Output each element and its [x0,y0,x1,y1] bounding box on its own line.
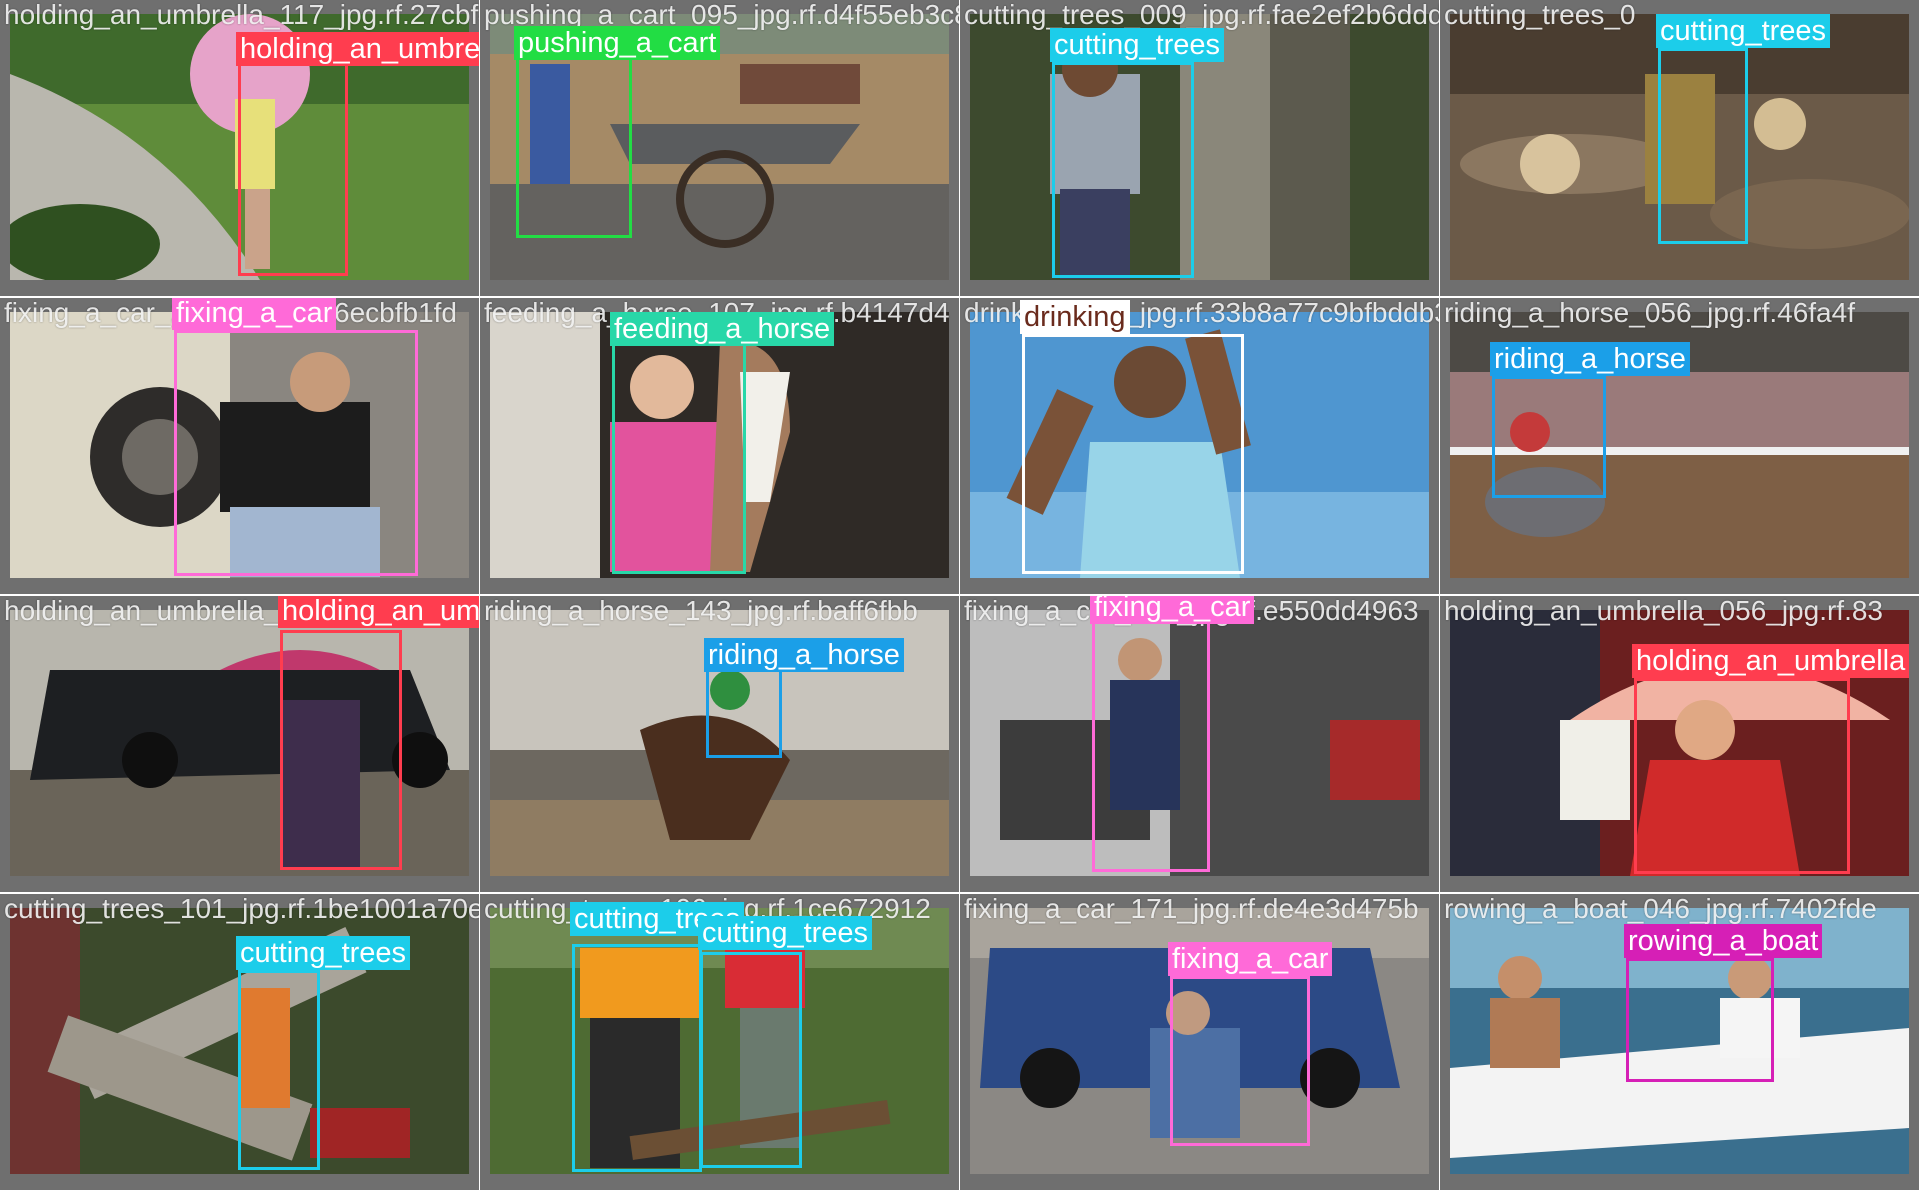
tile-riding-a-horse: riding_a_horse_143_jpg.rf.baff6fbb ridin… [480,596,959,892]
class-label: rowing_a_boat [1624,924,1823,958]
tile-feeding-a-horse: feeding_a_horse_107_jpg.rf.b4147d4 feedi… [480,298,959,594]
tile-cutting-trees: cutting_trees_009_jpg.rf.fae2ef2b6ddd445… [960,0,1439,296]
photo-scene [1450,908,1909,1174]
class-label: holding_an_umbrella [278,596,479,628]
filename-caption: riding_a_horse_056_jpg.rf.46fa4f [1444,298,1855,328]
tile-holding-an-umbrella: holding_an_umbrella_056_jpg.rf.83 holdin… [1440,596,1919,892]
photo-scene [490,312,949,578]
bounding-box [516,54,632,238]
filename-caption: pushing_a_cart_095_jpg.rf.d4f55eb3c8339d… [484,0,959,30]
class-label: pushing_a_cart [514,26,721,60]
class-label: feeding_a_horse [610,312,835,346]
filename-caption: rowing_a_boat_046_jpg.rf.7402fde [1444,894,1877,924]
bounding-box [238,54,348,276]
photo [1450,14,1909,280]
bounding-box [174,330,418,576]
class-label: holding_an_umbrella [1632,644,1910,678]
tile-fixing-a-car: fixing_a_car_083_jpg.rf.e550dd4963 fixin… [960,596,1439,892]
tile-drinking: drinking_030_jpg.rf.33b8a77c9bfbddb38 dr… [960,298,1439,594]
tile-cutting-trees: cutting_trees_101_jpg.rf.1be1001a70e7f c… [0,894,479,1190]
photo-scene [970,610,1429,876]
bounding-box [1092,616,1210,872]
photo [1450,908,1909,1174]
photo-scene [490,610,949,876]
photo-scene [1450,14,1909,280]
bounding-box [706,664,782,758]
bounding-box [700,952,802,1168]
class-label: drinking [1020,300,1130,334]
class-label: cutting_trees [236,936,411,970]
tile-holding-an-umbrella: holding_an_umbrella_187_jpg.rf.c7 holdin… [0,596,479,892]
photo [970,312,1429,578]
class-label: cutting_trees [1656,14,1831,48]
tile-riding-a-horse: riding_a_horse_056_jpg.rf.46fa4f riding_… [1440,298,1919,594]
photo [490,610,949,876]
bounding-box [280,630,402,870]
photo [970,610,1429,876]
filename-caption: riding_a_horse_143_jpg.rf.baff6fbb [484,596,918,626]
bounding-box [1022,334,1244,574]
class-label: riding_a_horse [704,638,904,672]
bounding-box [612,338,746,574]
class-label: riding_a_horse [1490,342,1690,376]
bounding-box [1626,958,1774,1082]
class-label: holding_an_umbrella [236,32,479,66]
photo [490,312,949,578]
class-label: fixing_a_car [172,298,337,330]
bounding-box [1170,976,1310,1146]
class-label: cutting_trees [698,916,873,950]
filename-caption: holding_an_umbrella_117_jpg.rf.27cbf4b5f… [4,0,479,30]
bounding-box [1052,62,1194,278]
tile-rowing-a-boat: rowing_a_boat_046_jpg.rf.7402fde rowing_… [1440,894,1919,1190]
filename-caption: fixing_a_car_171_jpg.rf.de4e3d475b [964,894,1419,924]
bounding-box [1492,376,1606,498]
photo [10,610,469,876]
photo-scene [10,610,469,876]
tile-cutting-trees: cutting_trees_0 cutting_trees [1440,0,1919,296]
tile-fixing-a-car: fixing_a_car_171_jpg.rf.de4e3d475b fixin… [960,894,1439,1190]
tile-holding-an-umbrella: holding_an_umbrella_117_jpg.rf.27cbf4b5f… [0,0,479,296]
bounding-box [238,970,320,1170]
filename-caption: cutting_trees_0 [1444,0,1636,30]
filename-caption: cutting_trees_009_jpg.rf.fae2ef2b6ddd445 [964,0,1439,30]
class-label: fixing_a_car [1090,596,1255,624]
class-label: fixing_a_car [1168,942,1333,976]
bounding-box [1634,678,1850,874]
photo-scene [970,312,1429,578]
bounding-box [572,944,702,1172]
bounding-box [1658,48,1748,244]
tile-pushing-a-cart: pushing_a_cart_095_jpg.rf.d4f55eb3c8339d… [480,0,959,296]
class-label: cutting_trees [1050,28,1225,62]
filename-caption: cutting_trees_101_jpg.rf.1be1001a70e7f [4,894,479,924]
tile-fixing-a-car: fixing_a_car_239_jpg.rf.b76ecbfb1fd fixi… [0,298,479,594]
filename-caption: holding_an_umbrella_056_jpg.rf.83 [1444,596,1884,626]
tile-cutting-trees: cutting_trees_106_jpg.rf.1ce672912 cutti… [480,894,959,1190]
